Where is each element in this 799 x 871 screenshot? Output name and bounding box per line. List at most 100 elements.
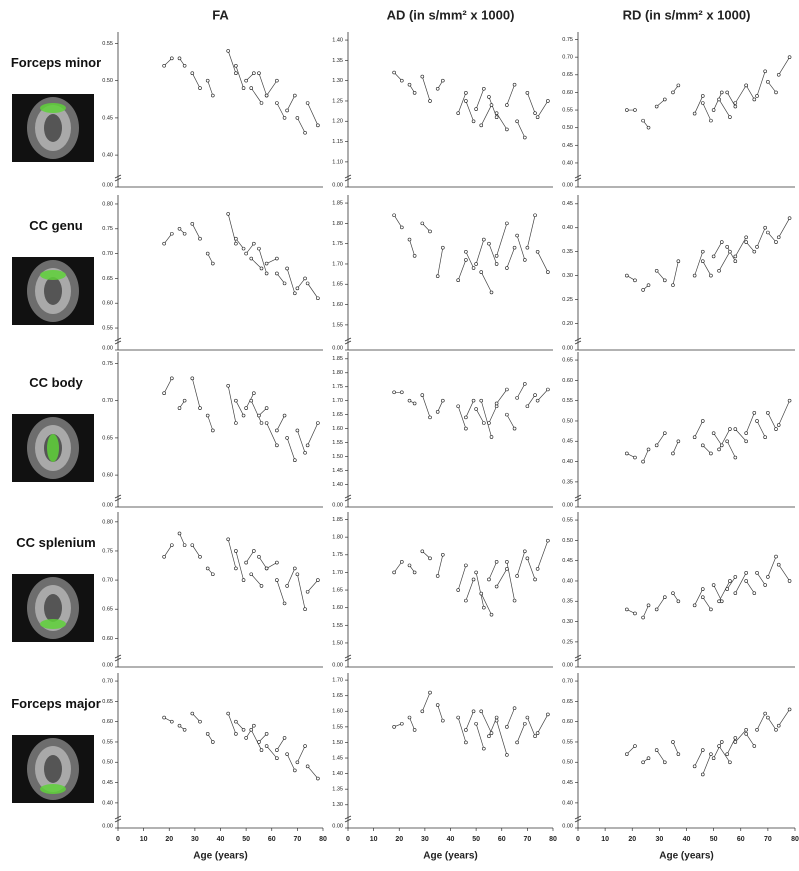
data-point: [775, 555, 778, 558]
data-point: [536, 399, 539, 402]
data-point: [625, 753, 628, 756]
x-tick-label: 80: [319, 836, 327, 843]
data-point: [490, 435, 493, 438]
y-tick-label: 1.70: [332, 398, 343, 404]
data-point: [183, 64, 186, 67]
data-point: [464, 728, 467, 731]
data-point: [393, 391, 396, 394]
data-point: [764, 70, 767, 73]
data-point: [663, 279, 666, 282]
data-point: [677, 440, 680, 443]
data-point: [304, 745, 307, 748]
y-break-label: 0.00: [102, 345, 113, 351]
y-tick-label: 0.55: [102, 325, 113, 331]
y-tick-label: 0.75: [562, 37, 573, 43]
data-point: [234, 732, 237, 735]
data-point: [464, 564, 467, 567]
data-point: [625, 452, 628, 455]
data-point: [516, 234, 519, 237]
y-tick-label: 0.40: [562, 160, 573, 166]
data-point: [718, 269, 721, 272]
data-point: [701, 260, 704, 263]
data-point: [788, 217, 791, 220]
x-tick-label: 60: [737, 836, 745, 843]
data-point: [475, 408, 478, 411]
column-title: RD (in s/mm² x 1000): [623, 7, 751, 22]
page: FAAD (in s/mm² x 1000)RD (in s/mm² x 100…: [0, 0, 799, 871]
y-tick-label: 0.70: [102, 679, 113, 685]
data-point: [642, 616, 645, 619]
data-point: [464, 258, 467, 261]
data-point: [788, 399, 791, 402]
data-point: [766, 411, 769, 414]
x-tick-label: 10: [370, 836, 378, 843]
data-point: [745, 84, 748, 87]
data-point: [513, 427, 516, 430]
data-point: [756, 728, 759, 731]
data-point: [286, 109, 289, 112]
x-tick-label: 70: [764, 836, 772, 843]
data-point: [482, 606, 485, 609]
data-point: [211, 429, 214, 432]
data-point: [245, 561, 248, 564]
data-point: [677, 753, 680, 756]
data-point: [245, 252, 248, 255]
data-point: [701, 419, 704, 422]
data-point: [480, 710, 483, 713]
data-point: [536, 732, 539, 735]
data-point: [671, 452, 674, 455]
data-point: [701, 749, 704, 752]
y-tick-label: 0.60: [102, 301, 113, 307]
data-point: [516, 396, 519, 399]
data-point: [712, 432, 715, 435]
data-point: [441, 399, 444, 402]
data-point: [260, 422, 263, 425]
y-tick-label: 1.60: [332, 302, 343, 308]
data-point: [647, 604, 650, 607]
y-tick-label: 0.30: [562, 273, 573, 279]
y-tick-label: 0.55: [562, 108, 573, 114]
data-point: [234, 72, 237, 75]
data-point: [745, 732, 748, 735]
data-point: [260, 102, 263, 105]
data-point: [523, 550, 526, 553]
data-point: [726, 588, 729, 591]
subject-trajectory: [394, 215, 548, 292]
data-point: [709, 608, 712, 611]
y-tick-label: 0.70: [562, 679, 573, 685]
y-tick-label: 1.85: [332, 517, 343, 523]
data-point: [400, 391, 403, 394]
data-point: [677, 260, 680, 263]
data-point: [495, 254, 498, 257]
data-point: [633, 612, 636, 615]
data-point: [505, 567, 508, 570]
data-point: [753, 98, 756, 101]
y-tick-label: 1.65: [332, 588, 343, 594]
y-tick-label: 0.25: [562, 297, 573, 303]
data-point: [227, 712, 230, 715]
data-point: [523, 136, 526, 139]
y-tick-label: 1.70: [332, 678, 343, 684]
x-tick-label: 0: [346, 836, 350, 843]
data-point: [265, 407, 268, 410]
data-point: [753, 250, 756, 253]
data-point: [265, 732, 268, 735]
data-point: [441, 246, 444, 249]
data-point: [701, 773, 704, 776]
data-point: [712, 584, 715, 587]
y-tick-label: 1.65: [332, 412, 343, 418]
data-point: [677, 84, 680, 87]
subject-trajectory: [627, 709, 790, 774]
data-point: [718, 600, 721, 603]
data-point: [726, 753, 729, 756]
data-point: [482, 747, 485, 750]
data-point: [457, 716, 460, 719]
data-point: [480, 124, 483, 127]
brain-image: [12, 735, 94, 803]
data-point: [275, 429, 278, 432]
data-point: [183, 232, 186, 235]
y-tick-label: 1.35: [332, 787, 343, 793]
data-point: [408, 564, 411, 567]
data-point: [756, 571, 759, 574]
y-tick-label: 0.35: [562, 479, 573, 485]
